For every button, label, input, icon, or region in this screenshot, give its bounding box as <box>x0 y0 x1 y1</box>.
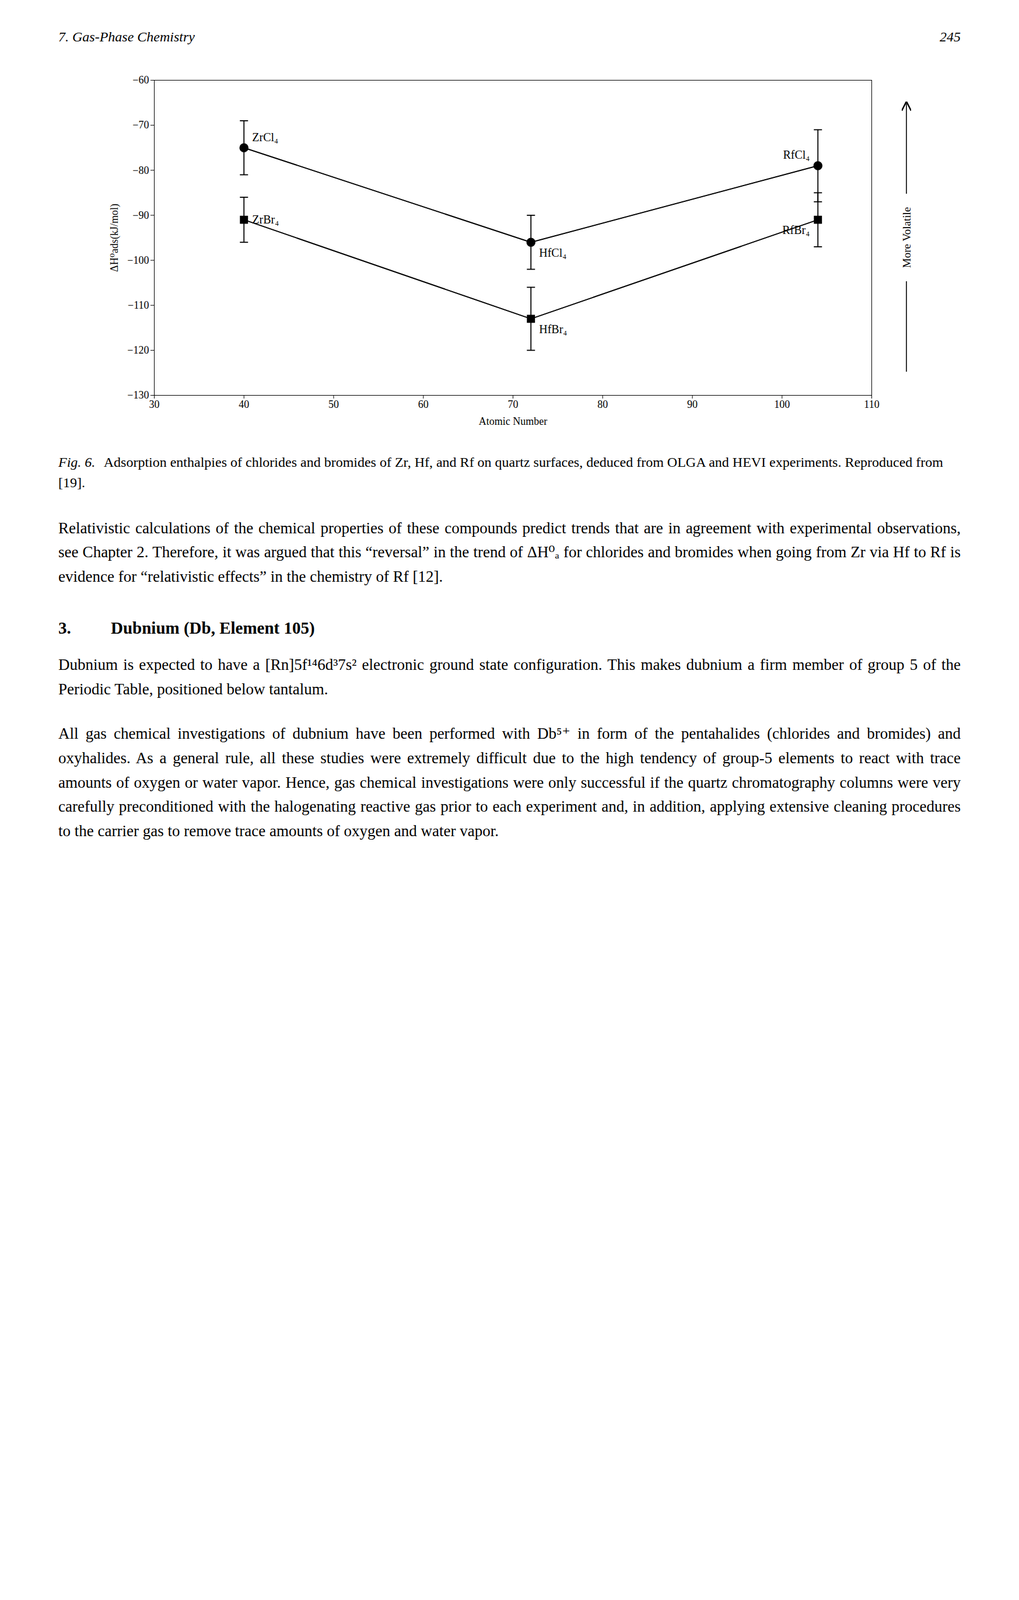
html-text:3.: 3. <box>58 618 72 638</box>
svg-text:−90: −90 <box>132 209 149 222</box>
svg-text:100: 100 <box>774 398 790 411</box>
html-text:Adsorption enthalpies of chlor: Adsorption enthalpies of chlorides and b… <box>58 454 944 490</box>
svg-text:ΔH⁰ads(kJ/mol): ΔH⁰ads(kJ/mol) <box>108 203 121 272</box>
svg-text:60: 60 <box>417 398 429 411</box>
svg-text:90: 90 <box>687 398 698 411</box>
svg-text:−60: −60 <box>132 74 149 86</box>
svg-text:ZrCl₄: ZrCl₄ <box>251 130 279 144</box>
svg-text:50: 50 <box>328 398 339 411</box>
svg-text:ZrBr₄: ZrBr₄ <box>251 212 279 226</box>
svg-text:More Volatile: More Volatile <box>900 207 913 268</box>
svg-text:80: 80 <box>597 398 608 411</box>
svg-text:40: 40 <box>238 398 250 411</box>
html-text:Dubnium (Db, Element 105): Dubnium (Db, Element 105) <box>110 618 315 638</box>
svg-text:Atomic Number: Atomic Number <box>478 415 547 427</box>
svg-text:−110: −110 <box>127 299 149 311</box>
html-text:Fig. 6.: Fig. 6. <box>58 454 96 470</box>
svg-text:HfBr₄: HfBr₄ <box>538 322 567 336</box>
svg-text:RfCl₄: RfCl₄ <box>782 148 810 161</box>
svg-text:−70: −70 <box>132 118 149 131</box>
html-text:All gas chemical investigation: All gas chemical investigations of dubni… <box>58 724 961 840</box>
svg-text:−130: −130 <box>127 389 149 401</box>
svg-text:−80: −80 <box>132 164 149 177</box>
html-text:Dubnium is expected to have a: Dubnium is expected to have a [Rn]5f¹⁴6d… <box>58 655 961 698</box>
svg-text:70: 70 <box>507 398 518 411</box>
html-text:Relativistic calculations of t: Relativistic calculations of the chemica… <box>58 518 961 586</box>
html-text:7. Gas-Phase Chemistry: 7. Gas-Phase Chemistry <box>58 29 195 45</box>
svg-text:−120: −120 <box>127 344 149 356</box>
svg-text:−100: −100 <box>127 254 149 266</box>
html-text:245: 245 <box>939 29 961 45</box>
svg-text:110: 110 <box>863 398 880 411</box>
svg-text:30: 30 <box>148 398 160 411</box>
svg-text:HfCl₄: HfCl₄ <box>538 246 567 259</box>
svg-text:RfBr₄: RfBr₄ <box>782 223 810 237</box>
